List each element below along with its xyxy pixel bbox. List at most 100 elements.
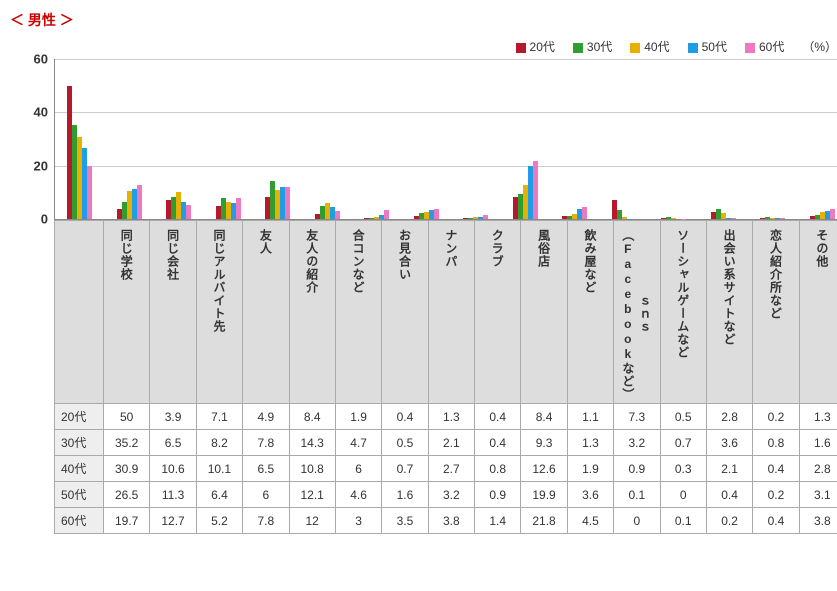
table-cell: 0.2 <box>706 508 752 534</box>
row-header: 50代 <box>55 482 104 508</box>
table-cell: 26.5 <box>104 482 150 508</box>
legend-item: 30代 <box>573 40 612 54</box>
category-column <box>699 59 749 219</box>
table-cell: 2.8 <box>706 404 752 430</box>
bar-group <box>463 59 488 219</box>
table-cell: 0.1 <box>660 508 706 534</box>
bar-group <box>265 59 290 219</box>
column-header: 同じ会社 <box>150 221 196 404</box>
column-header: 合コンなど <box>335 221 381 404</box>
legend-item: 50代 <box>688 40 727 54</box>
column-header: 同じアルバイト先 <box>196 221 242 404</box>
table-row: 40代30.910.610.16.510.860.72.70.812.61.90… <box>55 456 837 482</box>
table-cell: 3.2 <box>428 482 474 508</box>
legend: 20代30代40代50代60代（%） <box>10 38 837 55</box>
table-row: 30代35.26.58.27.814.34.70.52.10.49.31.33.… <box>55 430 837 456</box>
table-cell: 3.5 <box>382 508 428 534</box>
table-cell: 0.7 <box>660 430 706 456</box>
table-cell: 4.6 <box>335 482 381 508</box>
table-cell: 6.4 <box>196 482 242 508</box>
table-cell: 1.3 <box>428 404 474 430</box>
table-cell: 4.7 <box>335 430 381 456</box>
column-header: ｓｎｓ（Facebookなど） <box>614 221 660 404</box>
table-cell: 1.9 <box>335 404 381 430</box>
table-cell: 3.9 <box>150 404 196 430</box>
table-cell: 1.9 <box>567 456 613 482</box>
table-cell: 0 <box>660 482 706 508</box>
bar <box>434 209 439 219</box>
legend-item: 60代 <box>745 40 784 54</box>
bar <box>87 166 92 219</box>
bar-group <box>661 59 686 219</box>
table-cell: 35.2 <box>104 430 150 456</box>
row-header: 20代 <box>55 404 104 430</box>
table-cell: 21.8 <box>521 508 567 534</box>
category-column <box>798 59 837 219</box>
bar <box>285 187 290 219</box>
table-cell: 0.4 <box>475 430 521 456</box>
category-column <box>748 59 798 219</box>
category-column <box>649 59 699 219</box>
y-tick: 60 <box>34 52 48 67</box>
bar <box>582 207 587 219</box>
category-column <box>204 59 254 219</box>
table-row: 50代26.511.36.4612.14.61.63.20.919.93.60.… <box>55 482 837 508</box>
table-cell: 3 <box>335 508 381 534</box>
column-header: 同じ学校 <box>104 221 150 404</box>
table-cell: 19.7 <box>104 508 150 534</box>
table-cell: 1.1 <box>567 404 613 430</box>
table-row: 60代19.712.75.27.81233.53.81.421.84.500.1… <box>55 508 837 534</box>
table-cell: 10.1 <box>196 456 242 482</box>
row-header: 30代 <box>55 430 104 456</box>
table-cell: 19.9 <box>521 482 567 508</box>
column-header: クラブ <box>475 221 521 404</box>
legend-swatch <box>516 43 526 53</box>
table-cell: 3.6 <box>567 482 613 508</box>
legend-swatch <box>630 43 640 53</box>
y-axis: 0204060 <box>10 59 54 219</box>
table-cell: 10.8 <box>289 456 335 482</box>
bar <box>236 198 241 219</box>
table-cell: 0.4 <box>382 404 428 430</box>
table-cell: 0.2 <box>753 482 799 508</box>
y-tick: 20 <box>34 158 48 173</box>
legend-swatch <box>688 43 698 53</box>
row-header: 40代 <box>55 456 104 482</box>
table-cell: 11.3 <box>150 482 196 508</box>
table-cell: 12.1 <box>289 482 335 508</box>
table-cell: 3.8 <box>799 508 837 534</box>
table-cell: 9.3 <box>521 430 567 456</box>
table-cell: 7.8 <box>243 508 289 534</box>
table-cell: 12.6 <box>521 456 567 482</box>
bar-group <box>166 59 191 219</box>
bar-group <box>513 59 538 219</box>
table-cell: 0.1 <box>614 482 660 508</box>
bar <box>186 205 191 219</box>
table-cell: 4.9 <box>243 404 289 430</box>
table-cell: 6.5 <box>243 456 289 482</box>
unit-label: （%） <box>802 40 837 54</box>
category-column <box>550 59 600 219</box>
table-cell: 1.3 <box>567 430 613 456</box>
table-cell: 2.8 <box>799 456 837 482</box>
table-cell: 4.5 <box>567 508 613 534</box>
data-table: 同じ学校同じ会社同じアルバイト先友人友人の紹介合コンなどお見合いナンパクラブ風俗… <box>54 220 837 534</box>
column-header: 飲み屋など <box>567 221 613 404</box>
bar <box>731 218 736 219</box>
table-cell: 0.8 <box>753 430 799 456</box>
table-cell: 5.2 <box>196 508 242 534</box>
table-cell: 6 <box>335 456 381 482</box>
table-cell: 0.8 <box>475 456 521 482</box>
bar <box>483 215 488 219</box>
chart: 0204060 <box>10 59 837 220</box>
table-cell: 0.3 <box>660 456 706 482</box>
column-header: ナンパ <box>428 221 474 404</box>
table-cell: 30.9 <box>104 456 150 482</box>
bar-group <box>612 59 637 219</box>
bar <box>780 218 785 219</box>
bar-group <box>711 59 736 219</box>
category-column <box>55 59 105 219</box>
chart-title: ＜ 男性 ＞ <box>10 10 837 30</box>
bar <box>533 161 538 219</box>
column-header: 恋人紹介所など <box>753 221 799 404</box>
